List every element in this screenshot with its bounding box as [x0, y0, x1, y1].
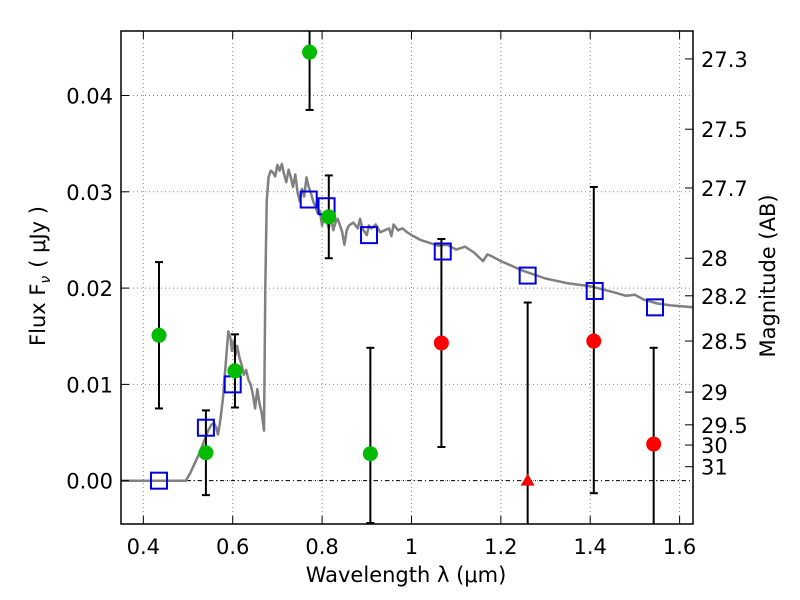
model-point — [299, 190, 318, 209]
model-point — [433, 242, 452, 261]
detection-point — [302, 44, 318, 60]
y-axis-label-main: Flux F — [26, 284, 50, 346]
right-tick-label: 31 — [701, 456, 728, 480]
markers — [149, 44, 665, 490]
y-tick-label: 0.01 — [66, 373, 113, 397]
x-tick-label: 0.6 — [216, 535, 249, 559]
right-tick-label: 30 — [701, 434, 728, 458]
nondetection-point — [433, 335, 449, 351]
model-point — [360, 226, 379, 245]
detection-point — [198, 445, 214, 461]
svg-text:Flux Fν( μJy ): Flux Fν ( μJy ) — [26, 206, 54, 346]
detection-point — [321, 209, 337, 225]
x-tick-label: 1.2 — [484, 535, 517, 559]
right-tick-label: 28.2 — [701, 285, 748, 309]
y-axis-label-unit: ( μJy ) — [26, 206, 50, 268]
x-tick-label: 1.6 — [663, 535, 696, 559]
right-tick-label: 27.7 — [701, 177, 748, 201]
detection-point — [227, 363, 243, 379]
x-tick-label: 0.8 — [305, 535, 338, 559]
detection-point — [362, 446, 378, 462]
right-tick-label: 28 — [701, 247, 728, 271]
model-point — [585, 281, 604, 300]
ticks: 0.4 0.6 0.8 1 1.2 1.4 1.6 0.00 0.01 0.02 0.03 0.04 2… — [66, 31, 748, 559]
y-tick-label: 0.00 — [66, 470, 113, 494]
model-point — [196, 418, 215, 437]
right-tick-label: 29 — [701, 381, 728, 405]
y-axis-label-sub: ν — [38, 276, 54, 284]
error-bars — [154, 31, 658, 525]
right-axis-label: Magnitude (AB) — [756, 194, 780, 357]
y-tick-label: 0.03 — [66, 181, 113, 205]
y-axis-label: Flux Fν ( μJy ) — [26, 206, 54, 346]
detection-point — [151, 327, 167, 343]
plot-frame — [120, 30, 694, 525]
right-tick-label: 28.5 — [701, 330, 748, 354]
right-tick-label: 29.5 — [701, 414, 748, 438]
x-axis-label: Wavelength λ (μm) — [306, 563, 507, 587]
x-tick-label: 1 — [405, 535, 418, 559]
model-point — [223, 375, 242, 394]
model-point — [518, 266, 537, 285]
y-tick-label: 0.04 — [66, 85, 113, 109]
upper-limit-point — [520, 473, 535, 486]
nondetection-point — [586, 333, 602, 349]
x-tick-label: 0.4 — [127, 535, 160, 559]
right-tick-label: 27.3 — [701, 48, 748, 72]
y-tick-label: 0.02 — [66, 277, 113, 301]
x-tick-label: 1.4 — [574, 535, 607, 559]
nondetection-point — [646, 436, 662, 452]
model-point — [149, 471, 168, 490]
model-point — [646, 298, 665, 317]
right-tick-label: 27.5 — [701, 118, 748, 142]
